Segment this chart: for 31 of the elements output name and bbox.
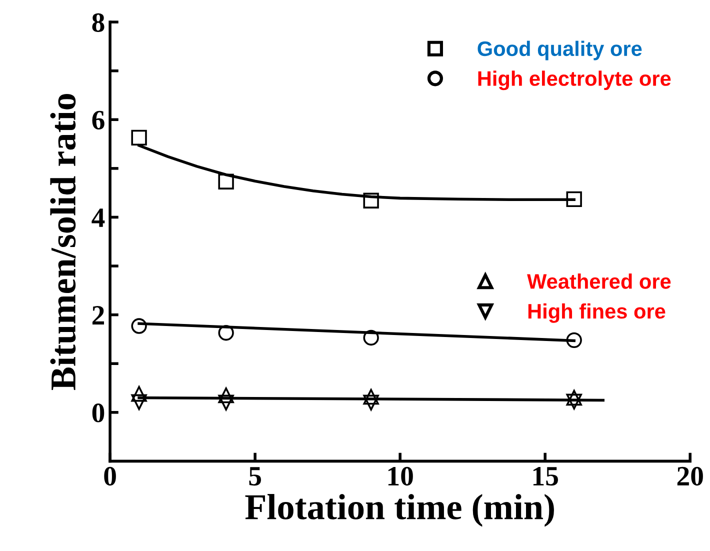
point bbox=[218, 387, 234, 404]
point bbox=[131, 386, 147, 402]
point bbox=[363, 394, 379, 410]
point bbox=[218, 325, 234, 341]
legend-label: High fines ore bbox=[528, 303, 666, 323]
point bbox=[363, 330, 379, 346]
point bbox=[131, 394, 147, 410]
point bbox=[218, 394, 234, 410]
x-axis-title: Flotation time (min) bbox=[245, 494, 554, 527]
legend-label: Good quality ore bbox=[478, 40, 642, 60]
y-axis-title: Bitumen/solid ratio bbox=[50, 94, 76, 390]
point bbox=[566, 390, 582, 406]
x-tick-label: 10 bbox=[388, 466, 413, 486]
legend-label: Weathered ore bbox=[527, 274, 671, 289]
point bbox=[566, 191, 582, 208]
point bbox=[131, 130, 147, 146]
point bbox=[566, 394, 582, 410]
y-tick-label: 8 bbox=[92, 13, 104, 32]
point bbox=[131, 318, 147, 334]
point bbox=[363, 388, 379, 405]
x-tick-label: 5 bbox=[249, 467, 261, 486]
point bbox=[218, 174, 234, 190]
point bbox=[566, 332, 582, 348]
x-tick-label: 20 bbox=[677, 466, 703, 486]
y-tick-label: 0 bbox=[92, 404, 104, 422]
x-tick-label: 15 bbox=[533, 466, 558, 486]
legend-label: High electrolyte ore bbox=[478, 70, 671, 90]
y-tick-label: 2 bbox=[92, 306, 104, 324]
y-tick-label: 4 bbox=[92, 208, 105, 227]
y-tick-label: 6 bbox=[92, 110, 104, 130]
point bbox=[363, 192, 379, 208]
